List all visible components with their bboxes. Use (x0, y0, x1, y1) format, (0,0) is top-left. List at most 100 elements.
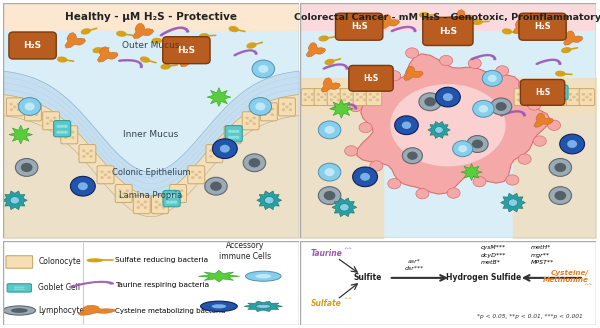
Circle shape (554, 89, 559, 92)
Circle shape (340, 204, 349, 211)
Circle shape (258, 65, 268, 73)
Circle shape (554, 94, 559, 97)
Circle shape (155, 206, 158, 209)
Polygon shape (562, 48, 571, 52)
Text: Lamina Propria: Lamina Propria (119, 191, 182, 200)
Circle shape (21, 286, 25, 288)
Text: Colonic Epithelium: Colonic Epithelium (112, 168, 190, 177)
Circle shape (581, 98, 585, 101)
Circle shape (232, 135, 236, 139)
Circle shape (436, 87, 460, 107)
Circle shape (71, 131, 74, 133)
Circle shape (17, 286, 22, 288)
Circle shape (180, 189, 184, 192)
Circle shape (46, 116, 49, 119)
Circle shape (575, 98, 579, 101)
FancyBboxPatch shape (43, 112, 59, 130)
Circle shape (82, 150, 86, 152)
Text: H₂S: H₂S (351, 22, 367, 31)
Circle shape (550, 93, 553, 96)
Circle shape (473, 176, 486, 187)
Text: metH*: metH* (531, 245, 551, 250)
Circle shape (472, 140, 483, 148)
Circle shape (560, 134, 584, 154)
Text: Inner Mucus: Inner Mucus (123, 130, 179, 139)
FancyBboxPatch shape (163, 191, 180, 207)
Circle shape (198, 171, 202, 173)
Polygon shape (321, 78, 340, 92)
Circle shape (468, 58, 481, 69)
Circle shape (406, 48, 419, 58)
Circle shape (249, 119, 253, 122)
FancyBboxPatch shape (170, 184, 187, 202)
Circle shape (416, 189, 429, 199)
Circle shape (227, 136, 231, 139)
Circle shape (235, 135, 239, 139)
Polygon shape (536, 59, 561, 64)
Circle shape (395, 116, 418, 134)
Circle shape (542, 93, 546, 96)
Circle shape (271, 113, 274, 116)
Polygon shape (229, 27, 238, 31)
Circle shape (263, 113, 267, 116)
Circle shape (317, 98, 320, 101)
Circle shape (3, 306, 35, 315)
Polygon shape (133, 23, 154, 39)
Circle shape (458, 145, 467, 152)
Circle shape (281, 108, 285, 111)
Text: cysM***: cysM*** (481, 245, 506, 250)
Polygon shape (534, 113, 553, 127)
FancyBboxPatch shape (224, 126, 241, 144)
FancyBboxPatch shape (423, 17, 473, 46)
Circle shape (558, 94, 562, 97)
Circle shape (235, 131, 238, 133)
Polygon shape (78, 305, 116, 315)
Text: Cysteine metabolizing bacteria: Cysteine metabolizing bacteria (115, 308, 226, 314)
Circle shape (319, 121, 341, 139)
Circle shape (490, 98, 512, 115)
Circle shape (253, 122, 256, 125)
Polygon shape (2, 191, 27, 210)
Circle shape (89, 150, 93, 152)
Circle shape (56, 131, 61, 134)
Text: H₂S: H₂S (364, 74, 379, 83)
Circle shape (216, 155, 220, 158)
Polygon shape (500, 111, 526, 116)
Circle shape (143, 206, 147, 209)
Circle shape (78, 182, 88, 190)
Circle shape (452, 141, 473, 157)
Bar (300, 3, 596, 31)
Polygon shape (247, 43, 256, 48)
Circle shape (71, 136, 74, 139)
Polygon shape (160, 27, 189, 36)
Circle shape (143, 200, 147, 203)
Circle shape (563, 98, 566, 101)
Circle shape (370, 161, 383, 171)
Circle shape (407, 152, 418, 160)
Circle shape (304, 93, 307, 96)
Circle shape (368, 98, 372, 101)
FancyBboxPatch shape (514, 89, 530, 106)
Circle shape (198, 176, 202, 179)
Circle shape (265, 196, 274, 204)
Circle shape (562, 89, 566, 92)
FancyBboxPatch shape (353, 89, 368, 106)
Circle shape (589, 93, 592, 96)
Polygon shape (319, 36, 328, 41)
Circle shape (64, 136, 67, 139)
Text: Sulfite: Sulfite (354, 273, 382, 282)
Circle shape (337, 93, 340, 96)
Polygon shape (323, 64, 348, 69)
Circle shape (562, 94, 566, 97)
Text: Sulfate reducing bacteria: Sulfate reducing bacteria (115, 257, 209, 263)
FancyBboxPatch shape (349, 65, 393, 91)
Circle shape (506, 175, 519, 185)
Text: dcyD***: dcyD*** (481, 253, 506, 258)
Circle shape (46, 122, 49, 125)
Polygon shape (332, 104, 357, 109)
Polygon shape (234, 50, 257, 56)
Circle shape (64, 125, 68, 128)
Circle shape (333, 96, 337, 98)
Circle shape (173, 195, 177, 198)
Circle shape (372, 96, 376, 98)
